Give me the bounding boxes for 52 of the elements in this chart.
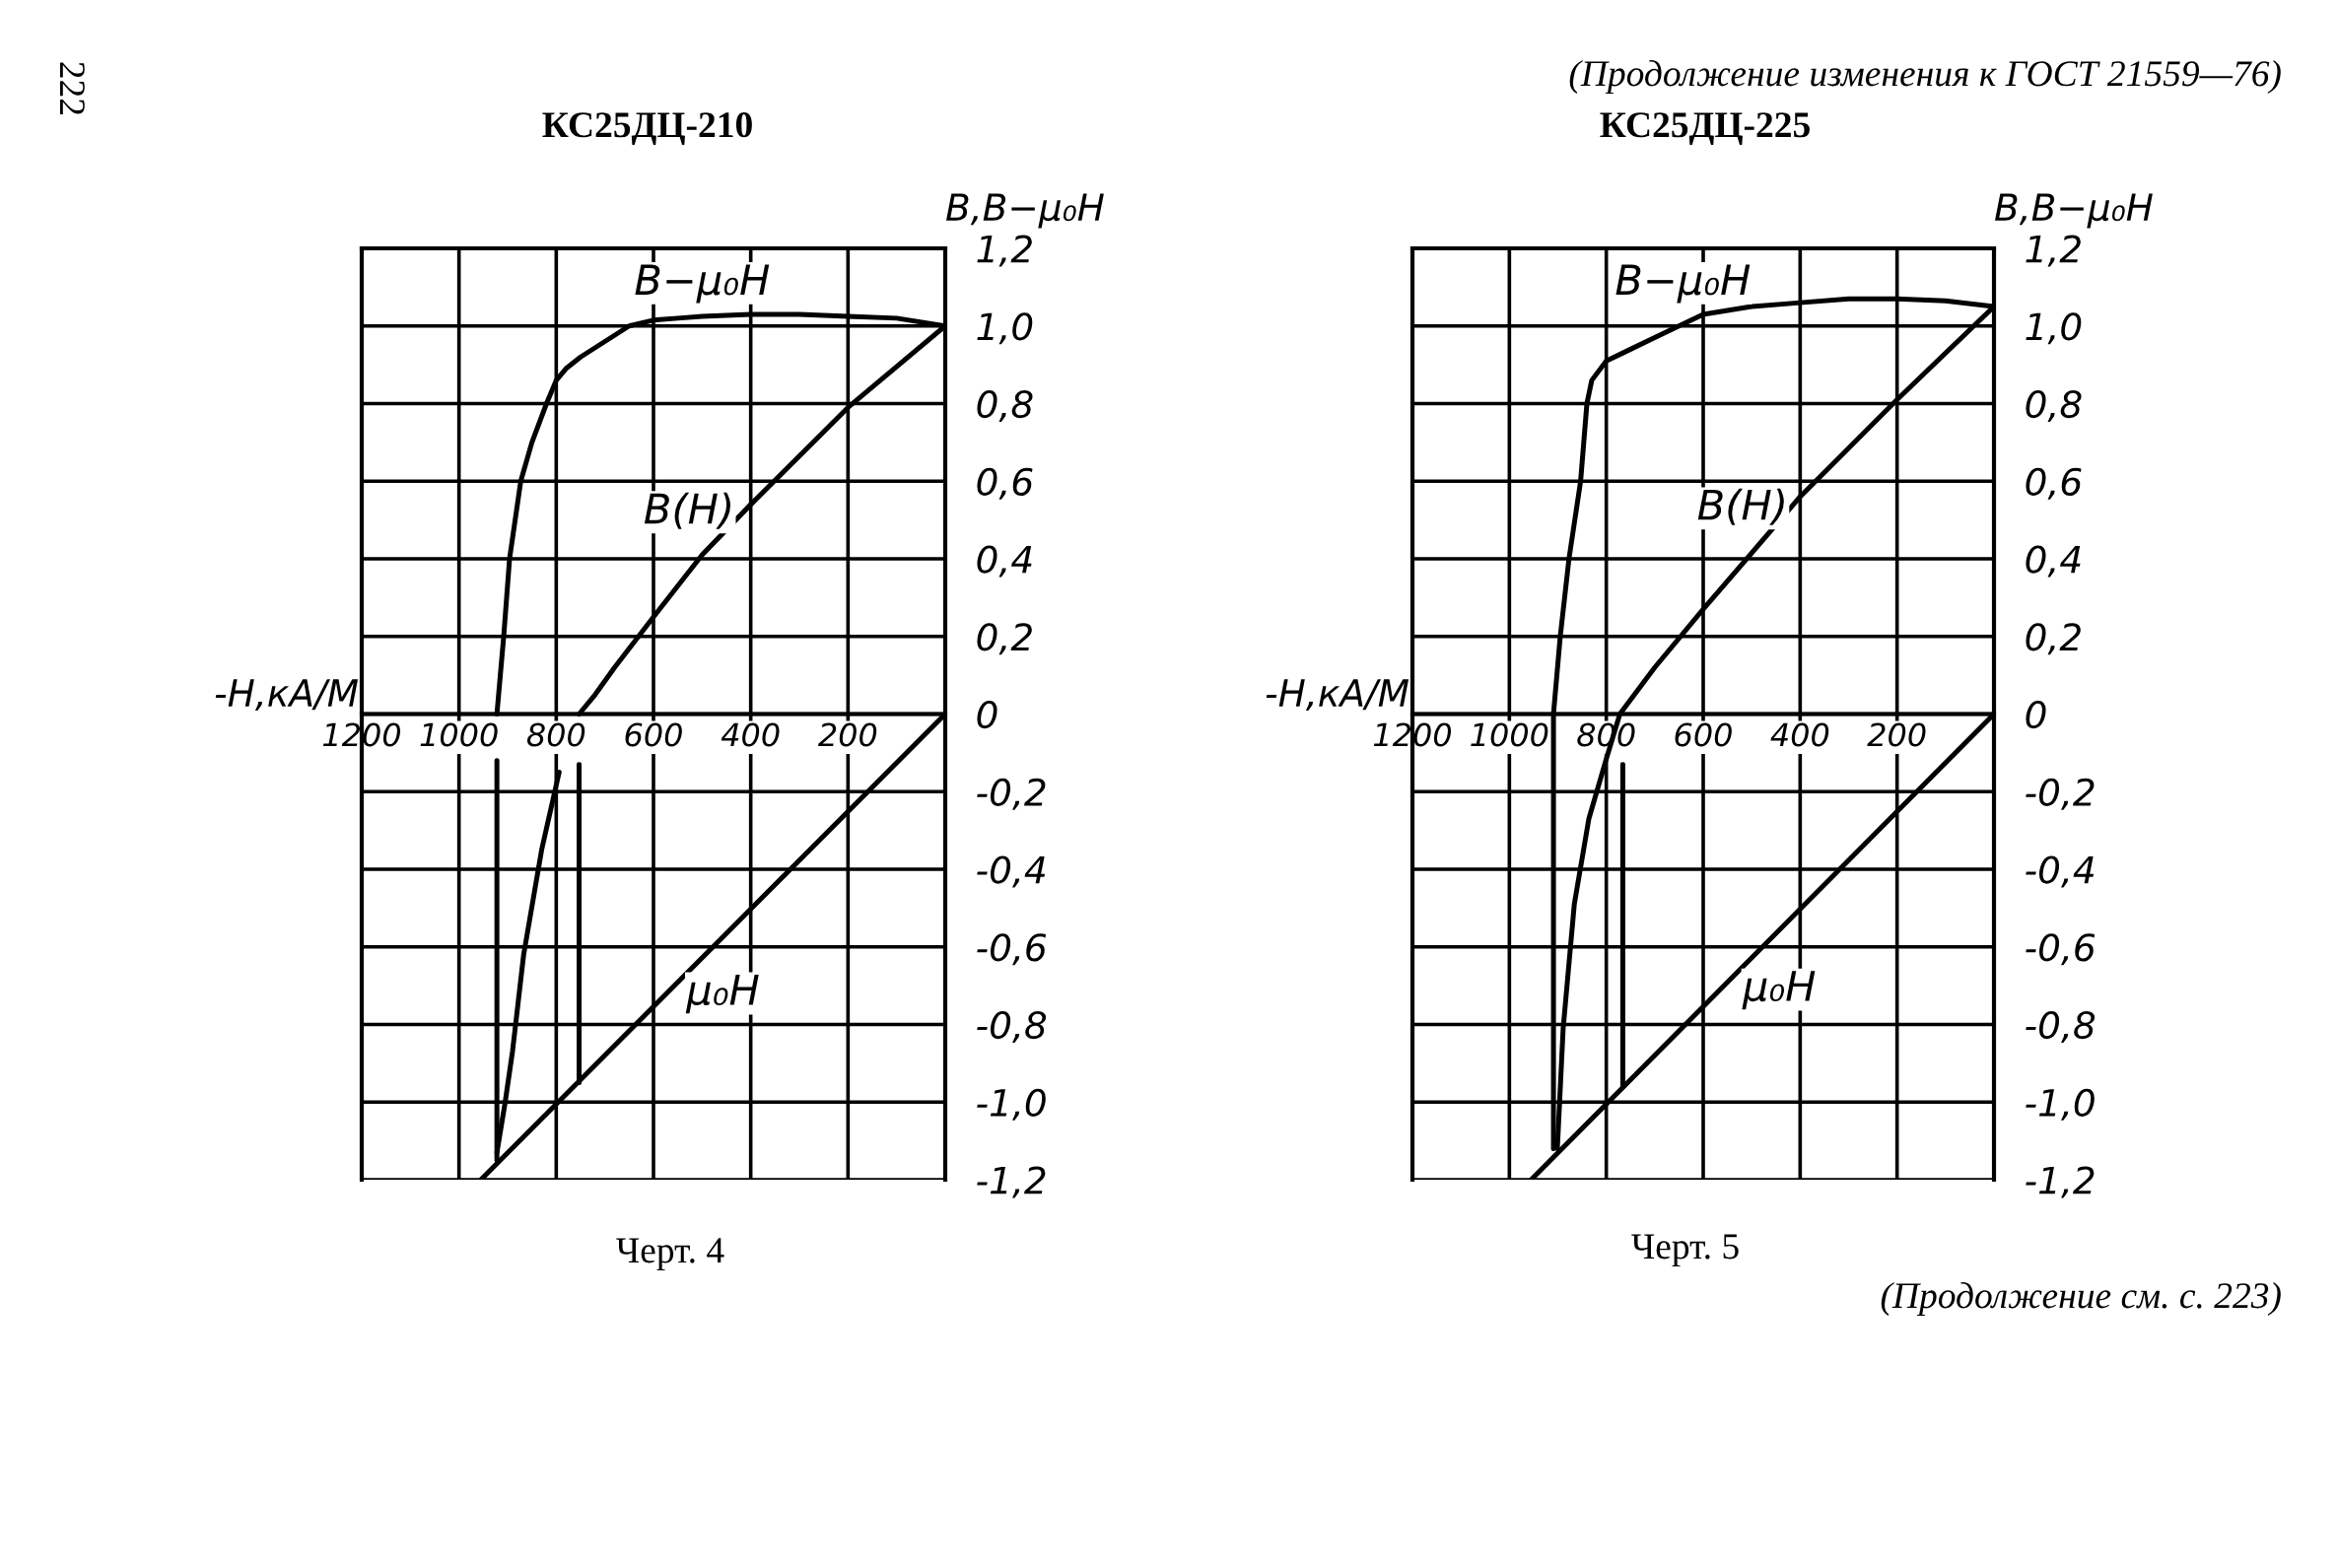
x-tick-label: 200	[817, 722, 877, 747]
x-tick-label: 800	[526, 722, 585, 747]
y-tick-label: 0,4	[977, 545, 1032, 578]
text: 222	[59, 62, 85, 115]
text: (Продолжение изменения к ГОСТ 21559—76)	[1569, 60, 2281, 94]
x-axis-title: -H,кА/М	[215, 679, 359, 712]
x-tick-label: 200	[1867, 722, 1926, 747]
series-label: μ₀H	[685, 975, 759, 1014]
series-label: B−μ₀H	[635, 264, 770, 304]
y-tick-label: -0,6	[977, 933, 1047, 966]
x-axis-title: -H,кА/М	[1266, 679, 1409, 712]
y-tick-label: -0,8	[2026, 1010, 2096, 1044]
chart-title: КС25ДЦ-225	[1600, 112, 1810, 145]
x-tick-label: 1000	[1471, 722, 1548, 747]
y-axis-title: B,B−μ₀H	[1995, 193, 2153, 229]
y-tick-label: -0,4	[2026, 855, 2095, 888]
chart-title: КС25ДЦ-210	[542, 112, 752, 145]
y-axis-title: B,B−μ₀H	[946, 193, 1104, 229]
y-tick-label: 0,8	[977, 389, 1033, 423]
y-tick-label: 0,2	[2026, 623, 2081, 655]
x-tick-label: 400	[721, 722, 780, 747]
text: Черт. 4	[616, 1238, 724, 1270]
y-tick-label: 0,4	[2026, 545, 2081, 578]
series-label: B−μ₀H	[1615, 264, 1751, 304]
x-tick-label: 600	[625, 722, 682, 747]
y-tick-label: 0,6	[2026, 467, 2082, 500]
y-tick-label: 0	[977, 700, 997, 729]
y-tick-label: 0,6	[977, 467, 1033, 500]
text: (Продолжение см. с. 223)	[1881, 1282, 2281, 1316]
y-tick-label: -1,0	[977, 1088, 1046, 1121]
series-label: μ₀H	[1742, 971, 1816, 1010]
series-label: B(H)	[644, 492, 730, 529]
x-tick-label: 1000	[420, 722, 498, 747]
y-tick-label: 1,0	[977, 312, 1033, 345]
y-tick-label: 0,2	[977, 623, 1032, 655]
y-tick-label: -0,4	[977, 855, 1046, 888]
x-tick-label: 600	[1675, 722, 1732, 747]
y-tick-label: -1,2	[2026, 1166, 2095, 1198]
y-tick-label: 1,0	[2026, 312, 2082, 345]
y-tick-label: -0,6	[2026, 933, 2096, 966]
y-tick-label: -0,2	[977, 778, 1046, 810]
x-tick-label: 400	[1770, 722, 1829, 747]
text: Черт. 5	[1631, 1234, 1739, 1266]
y-tick-label: 1,2	[977, 235, 1032, 267]
series-label: B(H)	[1697, 488, 1784, 525]
y-tick-label: 0	[2026, 700, 2046, 729]
y-tick-label: 1,2	[2026, 235, 2081, 267]
y-tick-label: 0,8	[2026, 389, 2082, 423]
y-tick-label: -0,8	[977, 1010, 1047, 1044]
y-tick-label: -1,0	[2026, 1088, 2095, 1121]
y-tick-label: -0,2	[2026, 778, 2095, 810]
y-tick-label: -1,2	[977, 1166, 1046, 1198]
